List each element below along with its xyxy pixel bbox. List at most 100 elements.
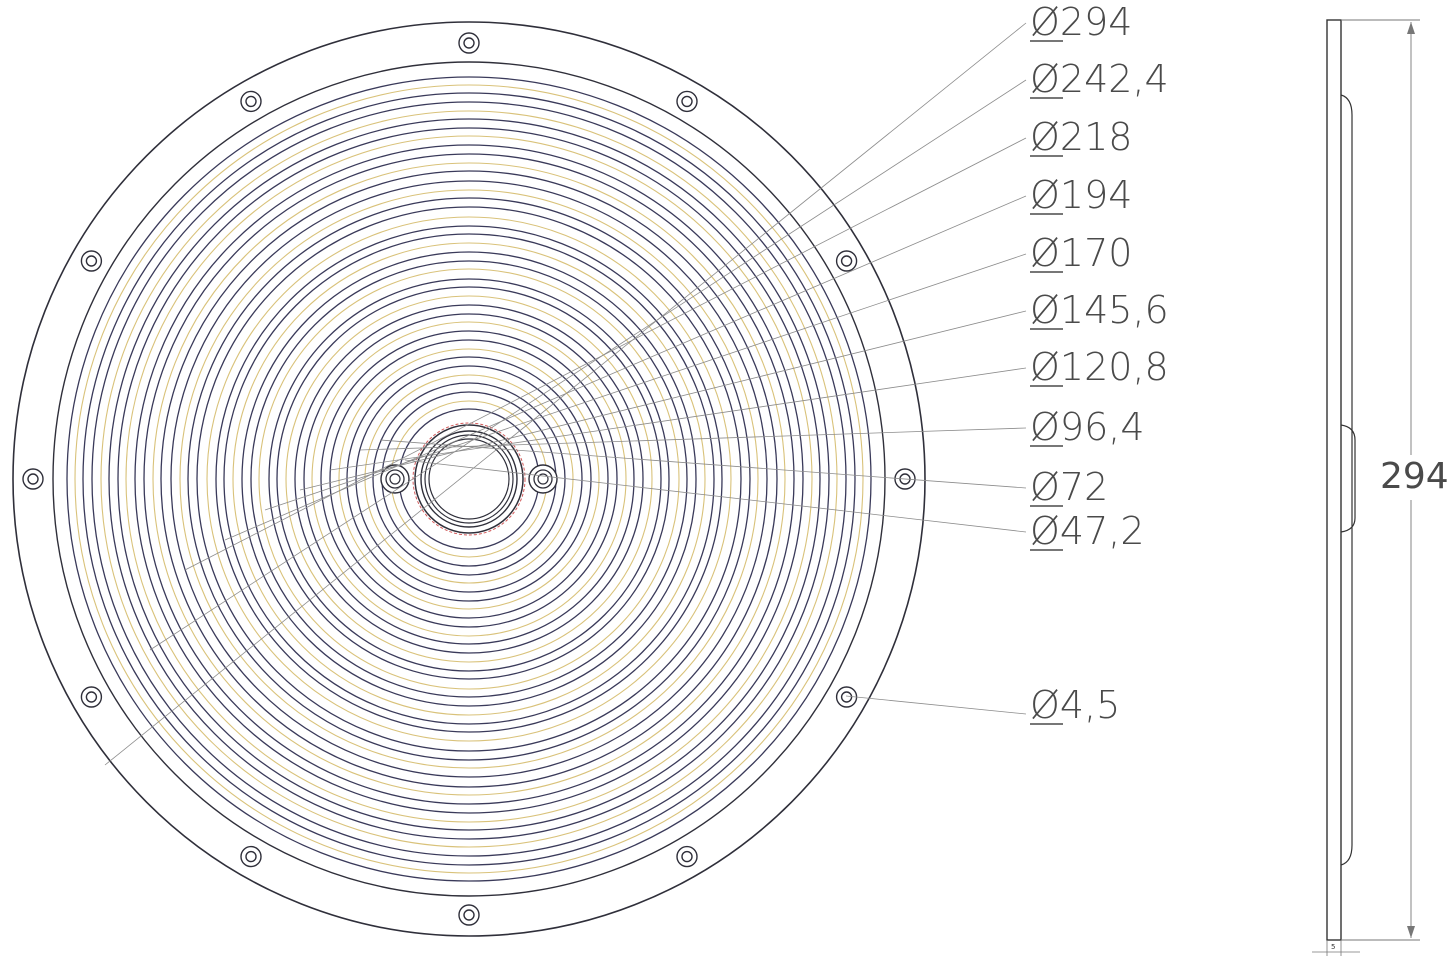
ring-6 [108,118,830,840]
ring-12 [160,170,778,788]
ring-11 [152,162,786,796]
hub-screw-outer-2 [528,464,558,494]
mount-hole-outer-3 [835,250,858,272]
ring-36 [372,382,566,576]
diameter-label-5: Ø170 [1030,231,1132,275]
leader-line-10 [404,459,1027,533]
hub-screw-inner-1 [389,473,401,485]
ring-21 [241,251,697,707]
ring-33 [346,356,592,602]
leader-line-7 [329,367,1027,471]
mount-hole-inner-7 [463,909,475,921]
hub-ring-4 [428,438,510,520]
leader-line-3 [184,137,1027,571]
hole-diameter-label: Ø4,5 [1030,683,1120,727]
side-arrow-top [1407,22,1415,34]
diameter-label-3: Ø218 [1030,115,1132,159]
hole-leader-line [845,695,1027,715]
diameter-label-2: Ø242,4 [1030,57,1169,101]
mount-hole-inner-11 [85,255,98,267]
ring-2 [74,84,864,874]
side-plate [1326,19,1342,941]
ring-22 [250,260,688,698]
mount-hole-outer-7 [458,904,480,926]
diameter-label-1: Ø294 [1030,0,1132,44]
dimension-labels: Ø294 Ø242,4 Ø218 Ø194 Ø170 Ø145,6 Ø120,8 Ø96,4 Ø… [1030,0,1169,727]
mount-hole-inner-9 [85,691,98,703]
mount-hole-outer-9 [80,686,103,708]
ring-24 [268,278,670,680]
outer-edge [12,21,926,937]
leader-line-2 [149,79,1027,651]
diameter-label-7: Ø120,8 [1030,345,1169,389]
mount-hole-inner-5 [840,691,853,703]
diameter-label-9: Ø72 [1030,465,1108,509]
ring-25 [276,286,662,672]
hub-screw-inner-2 [537,473,549,485]
mount-hole-outer-12 [240,90,262,113]
side-view: 294 5 [1312,19,1449,956]
thickness-label: 5 [1331,943,1335,951]
ring-19 [223,233,715,725]
leader-line-9 [379,439,1027,489]
side-height-label: 294 [1380,456,1449,497]
mount-hole-inner-3 [840,255,853,267]
center-hub [380,422,558,536]
ring-23 [258,268,680,690]
ring-15 [187,197,751,761]
hub-screw-mid-2 [533,469,553,489]
side-arrow-bottom [1407,926,1415,938]
mount-hole-inner-2 [681,95,693,108]
inner-flange-edge [52,61,886,897]
ring-31 [329,339,609,619]
ring-17 [206,216,732,742]
ring-1 [66,76,872,882]
mount-hole-inner-12 [245,95,257,108]
leader-line-8 [359,427,1027,451]
diameter-label-4: Ø194 [1030,173,1132,217]
ring-7 [117,127,821,831]
diameter-label-8: Ø96,4 [1030,405,1145,449]
hub-screw-mid-1 [385,469,405,489]
diameter-label-6: Ø145,6 [1030,288,1169,332]
ring-8 [125,135,813,823]
leader-line-4 [224,195,1027,541]
mounting-holes [22,32,916,926]
hub-ring-2 [420,430,518,528]
ring-20 [232,242,706,716]
ring-4 [91,101,847,857]
ring-27 [294,304,644,654]
ring-14 [179,189,759,769]
ring-32 [338,348,600,610]
mount-hole-inner-1 [463,37,475,49]
ring-28 [303,313,635,645]
ring-9 [134,144,804,814]
side-hub-profile [1340,424,1356,533]
mount-hole-outer-8 [240,845,262,868]
side-profile [1340,94,1353,866]
mount-hole-outer-1 [458,32,480,54]
ring-10 [143,153,795,805]
led-rings [66,76,872,882]
ring-35 [364,374,574,584]
mount-hole-inner-8 [245,850,257,863]
mount-hole-inner-10 [27,473,39,485]
ring-3 [82,92,856,866]
mount-hole-outer-6 [676,845,698,868]
ring-5 [100,110,838,848]
hub-ring-1 [414,424,524,534]
mount-hole-inner-6 [681,850,693,863]
front-view [12,21,1027,937]
mount-hole-outer-2 [676,90,698,113]
mount-hole-outer-10 [22,468,44,490]
ring-29 [311,321,627,637]
ring-13 [170,180,768,778]
outer-disc [12,21,926,937]
ring-18 [215,225,723,733]
ring-16 [196,206,742,752]
mount-hole-outer-11 [80,250,103,272]
diameter-label-10: Ø47,2 [1030,509,1145,553]
leader-line-6 [299,310,1027,491]
ring-30 [320,330,618,628]
